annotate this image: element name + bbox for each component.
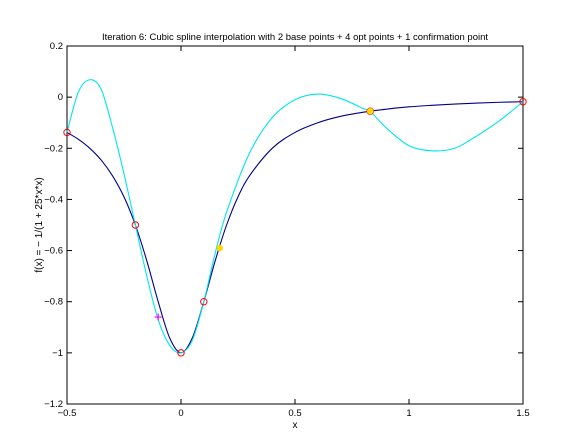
y-tick-label: 0	[58, 92, 63, 103]
marker-filled	[216, 244, 224, 252]
markers-group	[63, 98, 527, 357]
x-tick-label: 1.5	[516, 408, 529, 419]
marker-circle	[63, 128, 71, 137]
x-axis-label: x	[293, 420, 298, 431]
x-tick-label: 0	[178, 408, 183, 419]
marker-circle	[200, 298, 208, 306]
x-tick-label: 0.5	[288, 408, 301, 419]
marker-plus	[154, 313, 162, 321]
y-tick-label: −0.4	[44, 194, 63, 205]
x-tick-label: 1	[406, 408, 411, 419]
marker-circle	[519, 98, 527, 106]
y-tick-label: 0.2	[50, 41, 63, 52]
series-group	[66, 79, 524, 354]
marker-filled	[366, 107, 374, 115]
y-axis-label: f(x) = − 1/(1 + 25*x*x)	[34, 177, 45, 272]
chart-title: Iteration 6: Cubic spline interpolation …	[102, 32, 488, 43]
y-tick-label: −0.2	[44, 143, 63, 154]
axis-ticks: −0.5 0 0.5 1 1.5 −1.2 −1 −0.8 −0.6 −0.4 −0.2 0 0.2	[44, 41, 529, 419]
y-tick-label: −0.8	[44, 297, 63, 308]
y-tick-label: −0.6	[44, 246, 63, 257]
marker-circle	[177, 349, 185, 357]
series-line-spline-interpolant	[66, 79, 524, 354]
y-tick-label: −1.2	[44, 399, 63, 410]
x-tick-label: −0.5	[58, 408, 77, 419]
y-tick-label: −1	[52, 348, 63, 359]
marker-circle	[131, 221, 140, 229]
series-line-true-function	[66, 101, 524, 354]
